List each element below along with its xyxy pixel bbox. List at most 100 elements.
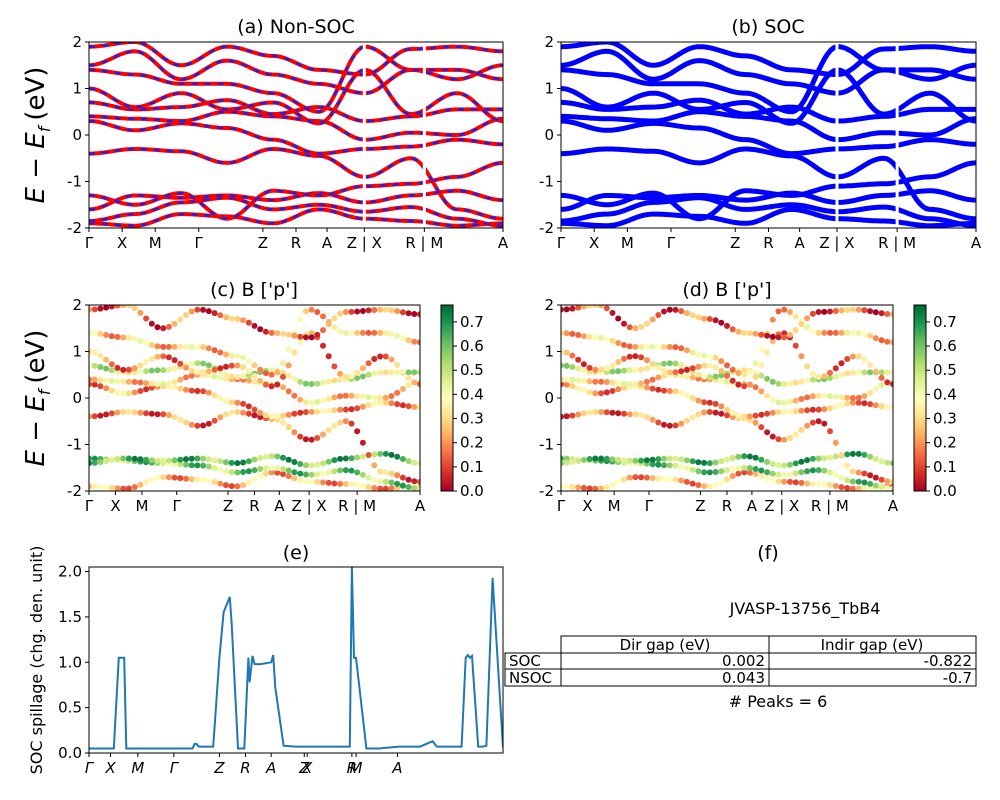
band-point (712, 459, 719, 466)
band-point (120, 455, 127, 462)
band-point (91, 330, 98, 337)
band-point (154, 457, 161, 464)
band-point (314, 478, 321, 485)
band-point (769, 477, 776, 484)
colorbar-gradient (440, 304, 454, 492)
band-point (787, 380, 793, 387)
band-point (890, 339, 893, 346)
band-point (143, 380, 150, 387)
band-point (569, 483, 576, 490)
band-point (706, 460, 713, 467)
band-point (205, 420, 212, 427)
band-point (712, 409, 719, 416)
band-point (872, 368, 879, 375)
band-point (120, 485, 127, 491)
band-point (137, 379, 144, 386)
band-point (603, 484, 610, 491)
band-point (137, 456, 144, 463)
panel-a-xticks: Γ X M Γ Z R A Z | X R | M A (85, 228, 509, 252)
ylabel-row2-unit: (eV) (21, 330, 51, 384)
band-point (371, 356, 378, 362)
band-point (706, 362, 713, 369)
band-point (775, 436, 782, 443)
panel-e-frame (88, 566, 504, 754)
xtick-label: A (888, 497, 899, 515)
band-point (804, 363, 811, 370)
band-point (621, 457, 627, 464)
band-point (325, 378, 332, 385)
band-point (342, 329, 349, 336)
band-point (695, 482, 702, 489)
band-point (120, 378, 127, 385)
band-point (131, 365, 138, 372)
band-point (561, 381, 564, 388)
band-point (257, 326, 264, 333)
band-point (194, 388, 201, 394)
band-point (872, 386, 879, 392)
band-point (718, 368, 725, 374)
band-point (371, 462, 378, 469)
band-point (331, 315, 338, 322)
band-point (217, 466, 224, 473)
band-point (382, 330, 389, 336)
band-point (274, 453, 281, 460)
panel-e-yticks: 0.0 0.5 1.0 1.5 2.0 (58, 563, 89, 762)
band-point (217, 312, 224, 319)
band-point (171, 357, 178, 364)
band-point (615, 478, 622, 485)
band-line-dash (89, 147, 503, 220)
band-point (764, 469, 771, 476)
band-point (342, 309, 349, 315)
band-point (234, 316, 241, 322)
band-point (621, 342, 627, 348)
band-point (359, 365, 366, 372)
band-point (781, 306, 788, 313)
colorbar-tick-label: 0.2 (460, 434, 484, 452)
band-point (580, 456, 587, 463)
band-point (832, 308, 839, 314)
band-point (337, 406, 344, 413)
band-point (411, 338, 418, 345)
band-point (729, 466, 736, 472)
band-line (561, 146, 976, 222)
xtick-label: Z (258, 234, 268, 252)
band-point (394, 332, 401, 339)
band-point (194, 360, 201, 367)
band-point (291, 429, 298, 436)
band-point (809, 393, 816, 400)
band-point (626, 343, 633, 350)
band-point (575, 332, 582, 338)
band-point (580, 305, 587, 310)
band-point (849, 369, 856, 376)
band-point (878, 337, 885, 344)
band-point (603, 335, 610, 342)
band-point (561, 348, 564, 355)
band-point (194, 422, 201, 429)
band-point (348, 467, 355, 474)
band-point (228, 469, 235, 476)
band-point (223, 397, 229, 404)
band-point (638, 457, 645, 464)
band-point (878, 310, 885, 317)
band-point (177, 316, 184, 323)
band-point (228, 352, 235, 359)
band-point (308, 436, 315, 443)
band-point (171, 414, 178, 421)
band-point (342, 481, 349, 487)
ytick-label: 1 (544, 80, 554, 98)
panel-f-title: (f) (757, 542, 779, 564)
band-point (598, 378, 605, 385)
band-point (108, 484, 115, 491)
band-point (672, 388, 679, 395)
band-point (188, 308, 195, 315)
band-line (561, 48, 976, 96)
band-point (764, 392, 771, 399)
band-point (844, 400, 851, 407)
band-point (320, 342, 326, 349)
ytick-label: 0.5 (58, 699, 82, 717)
ylabel-row1-unit: (eV) (21, 67, 51, 121)
band-point (417, 478, 420, 485)
band-point (758, 372, 765, 379)
band-point (632, 411, 639, 418)
